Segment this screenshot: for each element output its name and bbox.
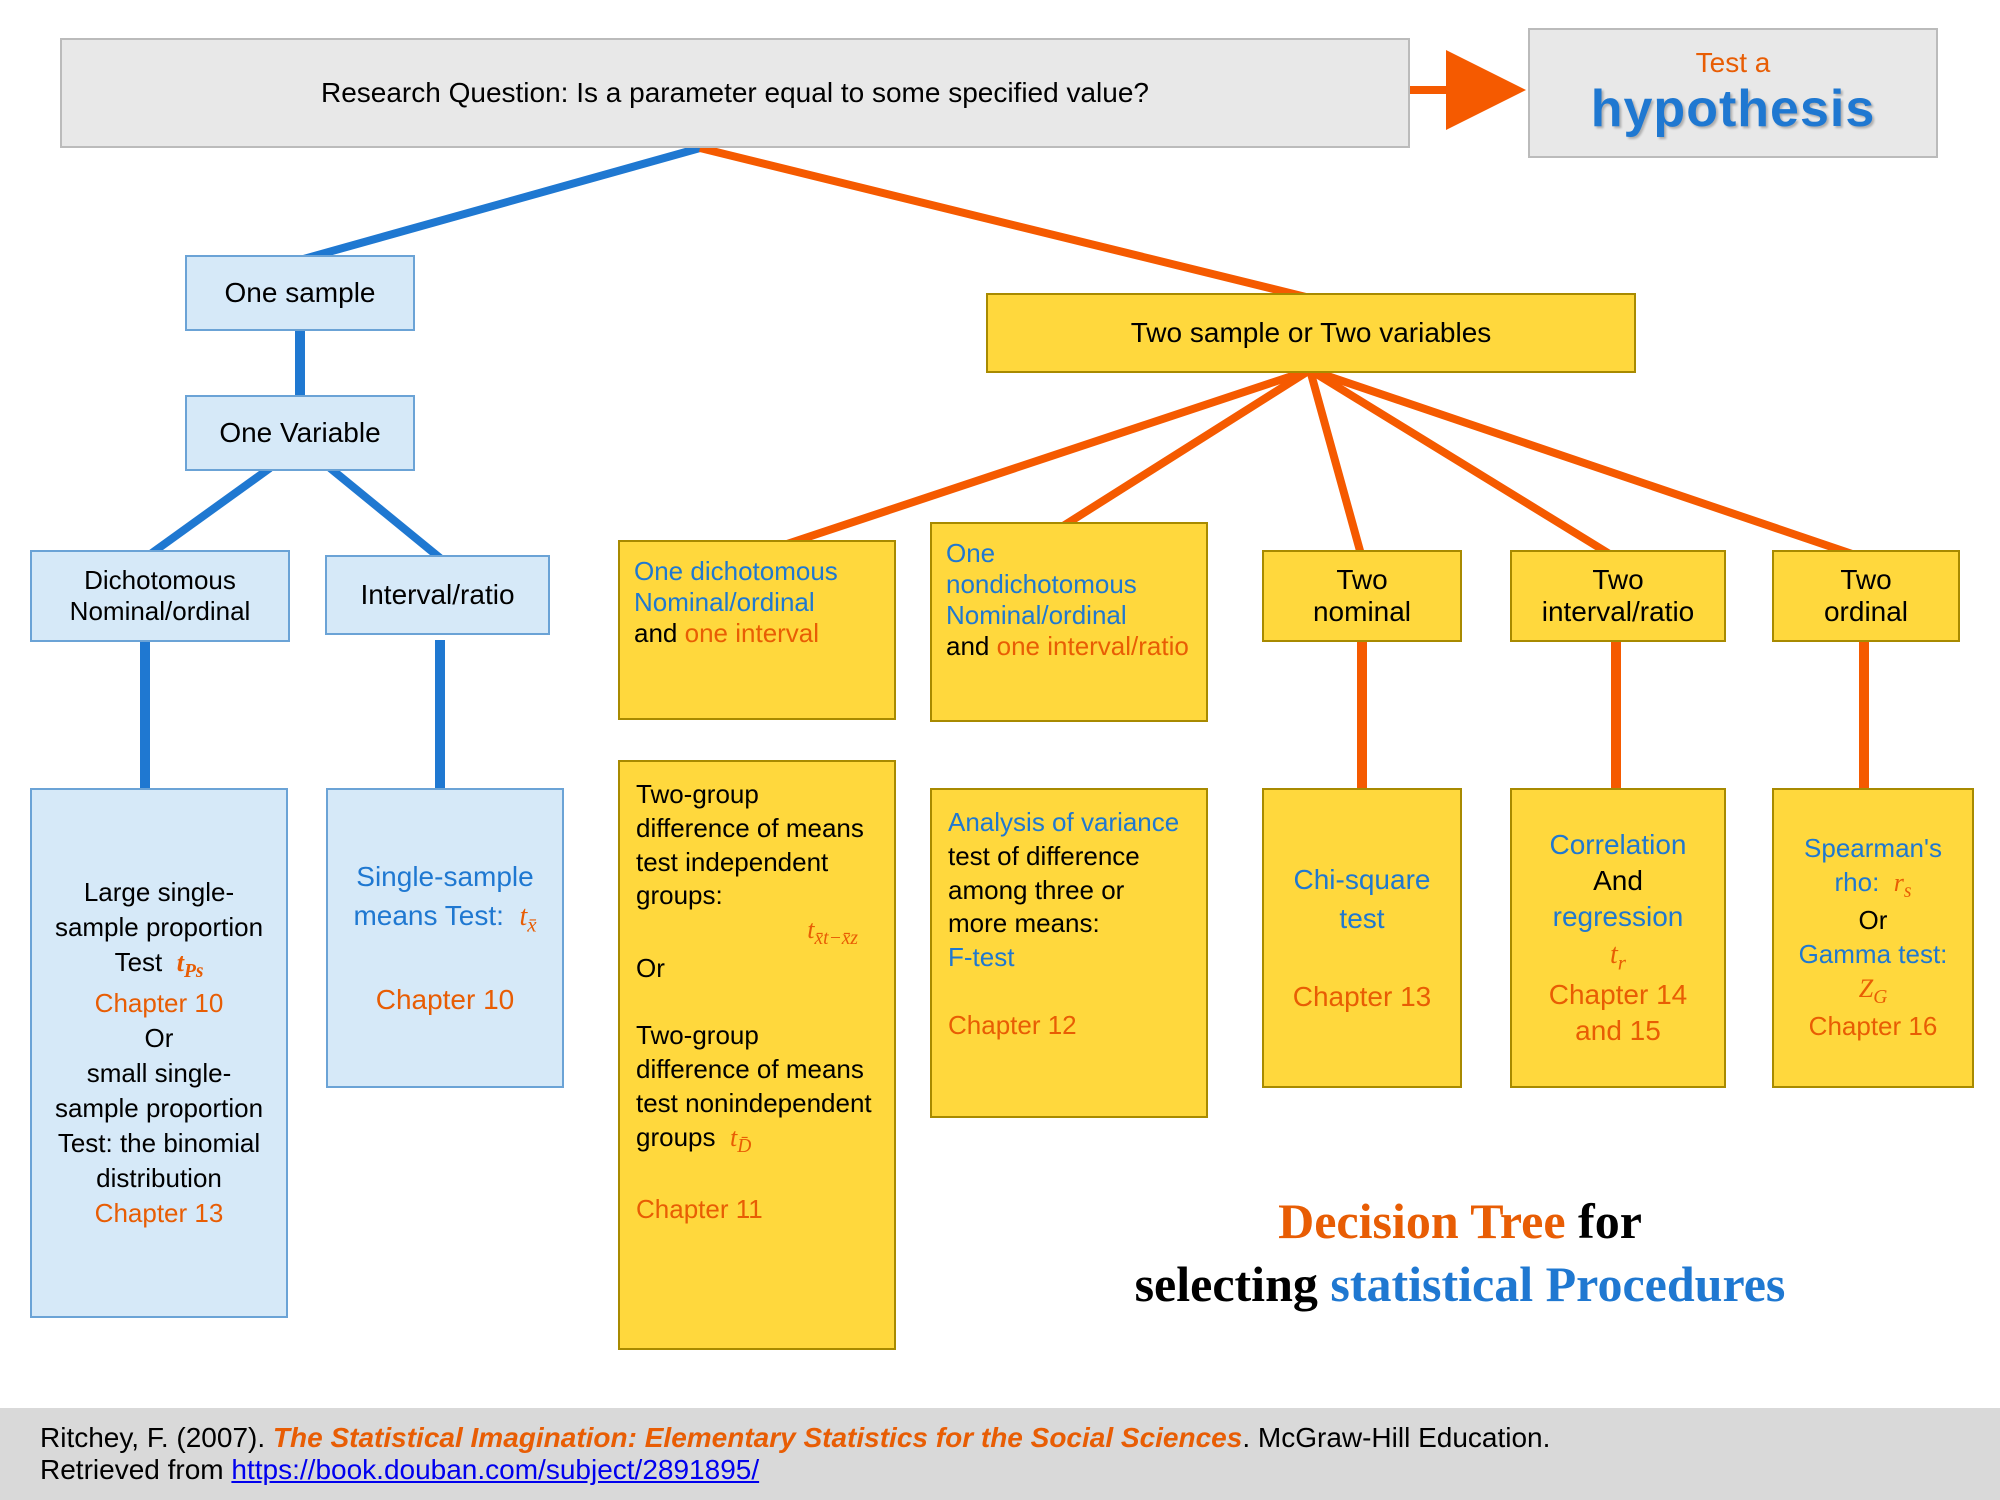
one-sample-node: One sample: [185, 255, 415, 331]
one-nondichot-l2: Nominal/ordinal: [946, 600, 1127, 630]
lss-title1: Large single-sample proportion Test: [55, 877, 263, 977]
one-variable-label: One Variable: [219, 417, 380, 449]
spear-l1: Spearman's rho:: [1804, 833, 1942, 897]
one-sample-label: One sample: [225, 277, 376, 309]
one-dichot-l4: one interval: [685, 618, 819, 648]
two-sample-label: Two sample or Two variables: [1131, 317, 1492, 349]
research-question-box: Research Question: Is a parameter equal …: [60, 38, 1410, 148]
title-l1a: Decision Tree: [1278, 1193, 1565, 1249]
anova-ch: Chapter 12: [948, 1010, 1077, 1040]
corr-l2: And: [1593, 865, 1643, 896]
ssm-leaf: Single-sample means Test: tx̄ Chapter 10: [326, 788, 564, 1088]
research-question-text: Research Question: Is a parameter equal …: [321, 77, 1149, 109]
title-l2b: statistical Procedures: [1330, 1256, 1785, 1312]
two-ord-label: Two ordinal: [1824, 564, 1908, 628]
ssm-ch: Chapter 10: [376, 984, 515, 1015]
two-nominal-node: Two nominal: [1262, 550, 1462, 642]
hypothesis-box: Test a hypothesis: [1528, 28, 1938, 158]
ssm-title: Single-sample means Test:: [353, 861, 533, 931]
spear-l2: Gamma test:: [1799, 939, 1948, 969]
two-ir-node: Two interval/ratio: [1510, 550, 1726, 642]
anova-l1: Analysis of variance: [948, 807, 1179, 837]
spear-or: Or: [1859, 905, 1888, 935]
lss-leaf: Large single-sample proportion Test tPs …: [30, 788, 288, 1318]
title-l2a: selecting: [1135, 1256, 1318, 1312]
dichotomous-node: Dichotomous Nominal/ordinal: [30, 550, 290, 642]
lss-ch1: Chapter 10: [95, 988, 224, 1018]
chi-ch: Chapter 13: [1293, 981, 1432, 1012]
citation-retrieved: Retrieved from: [40, 1454, 231, 1485]
one-dichot-l1: One dichotomous: [634, 556, 838, 586]
one-nondichot-l4: one interval/ratio: [997, 631, 1189, 661]
lss-title2: small single-sample proportion Test: the…: [55, 1058, 263, 1193]
interval-ratio-label: Interval/ratio: [360, 579, 514, 611]
spearman-leaf: Spearman's rho: rs Or Gamma test: ZG Cha…: [1772, 788, 1974, 1088]
anova-leaf: Analysis of variance test of difference …: [930, 788, 1208, 1118]
dichotomous-label: Dichotomous Nominal/ordinal: [70, 565, 251, 627]
corr-leaf: Correlation And regression tr Chapter 14…: [1510, 788, 1726, 1088]
citation-author: Ritchey, F. (2007).: [40, 1422, 265, 1453]
interval-ratio-node: Interval/ratio: [325, 555, 550, 635]
citation-bar: Ritchey, F. (2007). The Statistical Imag…: [0, 1408, 2000, 1500]
citation-pub: . McGraw-Hill Education.: [1242, 1422, 1550, 1453]
citation-link[interactable]: https://book.douban.com/subject/2891895/: [231, 1454, 759, 1485]
lss-or: Or: [145, 1023, 174, 1053]
test-a-text: Test a: [1696, 47, 1771, 79]
one-dichot-node: One dichotomous Nominal/ordinal and one …: [618, 540, 896, 720]
lss-ch2: Chapter 13: [95, 1198, 224, 1228]
one-nondichot-l3: and: [946, 631, 989, 661]
spear-ch: Chapter 16: [1809, 1011, 1938, 1041]
chi-title: Chi-square test: [1294, 864, 1431, 934]
chi-leaf: Chi-square test Chapter 13: [1262, 788, 1462, 1088]
tg2-title: Two-group difference of means test nonin…: [636, 1020, 872, 1151]
title-l1b: for: [1578, 1193, 1642, 1249]
two-nominal-label: Two nominal: [1313, 564, 1411, 628]
twogroup-leaf: Two-group difference of means test indep…: [618, 760, 896, 1350]
one-variable-node: One Variable: [185, 395, 415, 471]
two-ir-label: Two interval/ratio: [1542, 564, 1695, 628]
one-nondichot-l1: One nondichotomous: [946, 538, 1137, 599]
tg1-or: Or: [636, 953, 665, 983]
citation-book: The Statistical Imagination: Elementary …: [273, 1422, 1242, 1453]
page-title: Decision Tree for selecting statistical …: [960, 1190, 1960, 1315]
corr-l3: regression: [1553, 901, 1684, 932]
one-dichot-l3: and: [634, 618, 677, 648]
corr-l1: Correlation: [1550, 829, 1687, 860]
corr-ch: Chapter 14 and 15: [1549, 979, 1688, 1046]
tg-ch: Chapter 11: [636, 1194, 763, 1224]
anova-l2: test of difference among three or more m…: [948, 841, 1140, 939]
tg1-title: Two-group difference of means test indep…: [636, 779, 864, 910]
hypothesis-text: hypothesis: [1591, 79, 1876, 139]
two-ord-node: Two ordinal: [1772, 550, 1960, 642]
two-sample-node: Two sample or Two variables: [986, 293, 1636, 373]
anova-l3: F-test: [948, 942, 1014, 972]
one-dichot-l2: Nominal/ordinal: [634, 587, 815, 617]
one-nondichot-node: One nondichotomous Nominal/ordinal and o…: [930, 522, 1208, 722]
